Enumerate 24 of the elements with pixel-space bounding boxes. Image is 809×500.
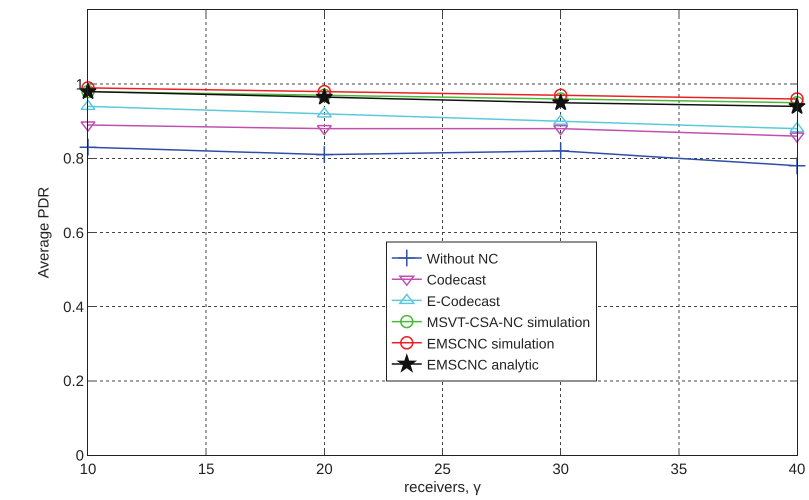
legend-label: EMSCNC analytic <box>426 356 539 372</box>
legend-label: EMSCNC simulation <box>426 335 554 352</box>
point <box>315 145 334 164</box>
point <box>788 156 806 175</box>
x-tick-label: 25 <box>434 461 451 478</box>
x-tick-label: 30 <box>552 461 570 478</box>
point <box>790 96 804 110</box>
legend-label: E-Codecast <box>426 292 500 309</box>
legend-label: MSVT-CSA-NC simulation <box>426 314 590 330</box>
x-tick-label: 15 <box>198 461 215 478</box>
x-tick-label: 20 <box>316 461 333 478</box>
y-tick-label: 0.6 <box>63 224 84 242</box>
x-axis-title: receivers, γ <box>404 479 482 496</box>
y-tick-label: 0.2 <box>63 373 84 390</box>
y-tick-label: 0.8 <box>63 150 84 168</box>
legend-label: Codecast <box>426 272 486 288</box>
x-tick-label: 40 <box>788 461 806 478</box>
point <box>552 142 570 160</box>
y-tick-label: 1 <box>76 76 84 94</box>
y-tick-label: 0.4 <box>63 298 84 316</box>
y-axis-title: Average PDR <box>35 186 52 278</box>
legend-label: Without NC <box>426 250 498 266</box>
x-tick-label: 35 <box>670 461 688 478</box>
point <box>552 94 570 110</box>
